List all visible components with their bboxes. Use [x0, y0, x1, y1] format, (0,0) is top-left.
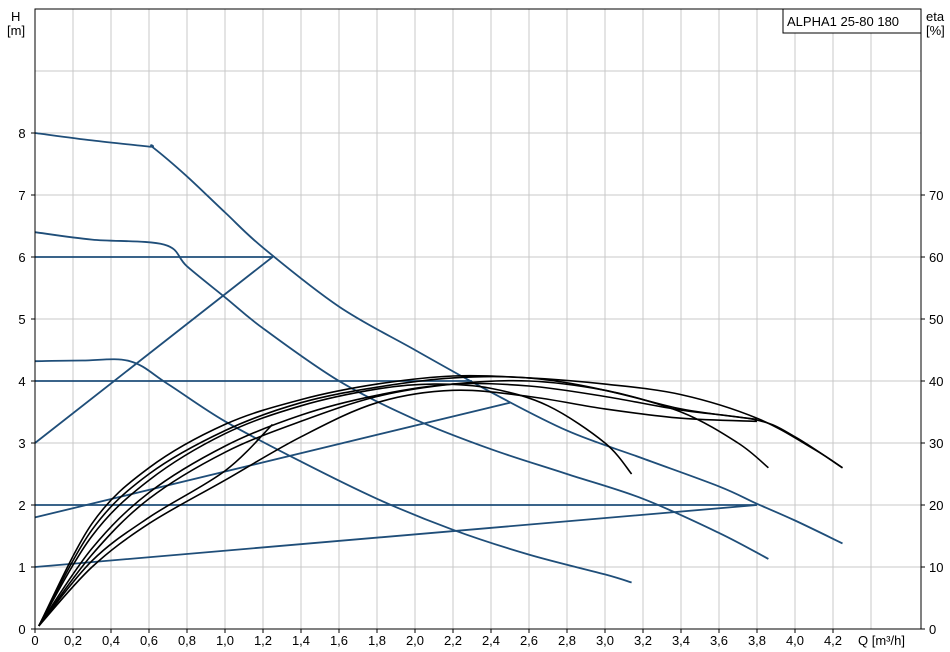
efficiency-curves: [38, 374, 843, 627]
left-tick-label: 1: [18, 560, 25, 575]
right-tick-label: 0: [929, 622, 936, 637]
efficiency-curve: [38, 423, 274, 627]
x-tick-label: 1,8: [368, 633, 386, 648]
left-tick-label: 3: [18, 436, 25, 451]
x-tick-label: 3,6: [710, 633, 728, 648]
x-tick-label: 2,0: [406, 633, 424, 648]
x-axis-label: Q [m³/h]: [858, 633, 905, 648]
pump-curve: [34, 231, 769, 560]
pump-curve: [34, 358, 632, 584]
x-axis-ticks: 0 0,2 0,4 0,6 0,8 1,0 1,2 1,4 1,6 1,8 2,0 2,2 2,4 2,6…: [31, 629, 842, 648]
left-axis-ticks: 0 1 2 3 4 5 6 7 8: [18, 126, 35, 637]
x-tick-label: 3,4: [672, 633, 690, 648]
grid: [35, 8, 921, 629]
x-tick-label: 2,2: [444, 633, 462, 648]
x-tick-label: 0,8: [178, 633, 196, 648]
pump-curve: [34, 504, 758, 568]
right-tick-label: 40: [929, 374, 943, 389]
efficiency-curve: [38, 389, 758, 627]
efficiency-curve: [38, 375, 769, 627]
right-axis-label-top: eta: [926, 9, 945, 24]
right-tick-label: 70: [929, 188, 943, 203]
efficiency-curve: [38, 374, 843, 627]
x-tick-label: 3,8: [748, 633, 766, 648]
x-tick-label: 4,0: [786, 633, 804, 648]
pump-curves: [34, 132, 843, 584]
x-tick-label: 3,2: [634, 633, 652, 648]
x-tick-label: 1,4: [292, 633, 310, 648]
left-tick-label: 4: [18, 374, 25, 389]
x-tick-label: 0,4: [102, 633, 120, 648]
x-tick-label: 0: [31, 633, 38, 648]
right-tick-label: 60: [929, 250, 943, 265]
right-tick-label: 10: [929, 560, 943, 575]
left-axis-label-top: H: [11, 9, 20, 24]
left-tick-label: 8: [18, 126, 25, 141]
chart-title: ALPHA1 25-80 180: [787, 14, 899, 29]
x-tick-label: 1,2: [254, 633, 272, 648]
x-tick-label: 0,2: [64, 633, 82, 648]
left-tick-label: 2: [18, 498, 25, 513]
right-tick-label: 30: [929, 436, 943, 451]
pump-curve: [34, 401, 511, 519]
left-tick-label: 7: [18, 188, 25, 203]
right-tick-label: 20: [929, 498, 943, 513]
left-axis-label-unit: [m]: [7, 23, 25, 38]
x-tick-label: 3,0: [596, 633, 614, 648]
left-tick-label: 5: [18, 312, 25, 327]
pump-curve: [34, 132, 843, 545]
x-tick-label: 4,2: [824, 633, 842, 648]
x-tick-label: 1,0: [216, 633, 234, 648]
x-tick-label: 2,6: [520, 633, 538, 648]
left-tick-label: 0: [18, 622, 25, 637]
efficiency-curve: [38, 379, 758, 627]
pump-curve: [34, 256, 276, 444]
title-box: ALPHA1 25-80 180: [782, 8, 922, 34]
right-tick-label: 50: [929, 312, 943, 327]
x-tick-label: 1,6: [330, 633, 348, 648]
efficiency-curve: [38, 383, 633, 627]
x-tick-label: 0,6: [140, 633, 158, 648]
title-box-frame: [782, 8, 922, 34]
x-tick-label: 2,4: [482, 633, 500, 648]
right-axis-label-unit: [%]: [926, 23, 945, 38]
left-tick-label: 6: [18, 250, 25, 265]
right-axis-ticks: 0 10 20 30 40 50 60 70: [921, 188, 943, 637]
x-tick-label: 2,8: [558, 633, 576, 648]
